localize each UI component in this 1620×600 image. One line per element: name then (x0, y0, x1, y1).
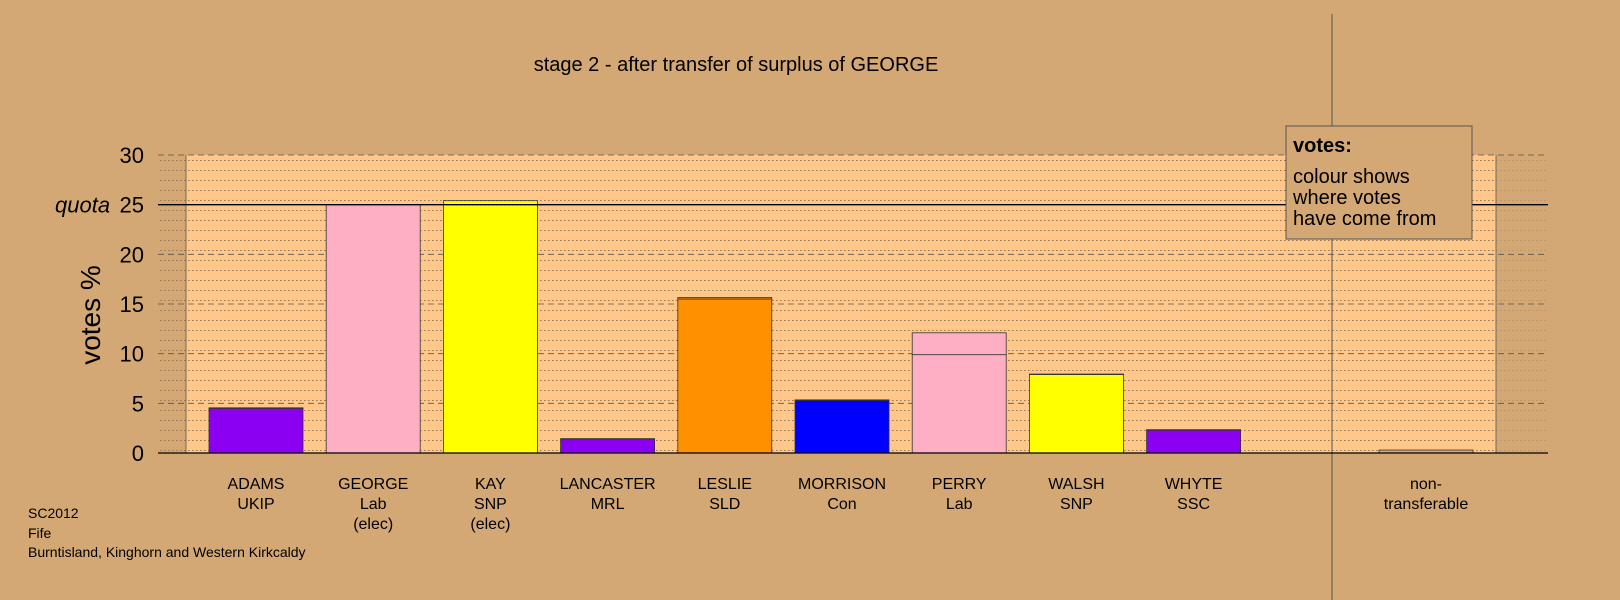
y-tick-label: 15 (120, 292, 144, 317)
y-tick-label: 25 (120, 193, 144, 218)
bar-segment (911, 332, 1007, 356)
chart-title: stage 2 - after transfer of surplus of G… (534, 54, 939, 76)
bar-segment (677, 298, 773, 454)
legend-title: votes: (1293, 135, 1352, 157)
legend-line-1: colour shows (1293, 166, 1410, 188)
x-tick-labels: ADAMS UKIP GEORGE Lab (elec) KAY SNP (elec) LANC… (228, 476, 1469, 533)
y-tick-labels: 0 5 10 15 20 25 30 (120, 143, 144, 466)
y-axis-label: votes % (75, 265, 106, 365)
bars (208, 200, 1474, 454)
x-tick-label: GEORGE Lab (elec) (338, 476, 408, 533)
x-tick-label: WHYTE SSC (1165, 476, 1223, 513)
x-tick-label: WALSH SNP (1048, 476, 1104, 513)
y-tick-label: 20 (120, 242, 144, 267)
bar-segment (442, 200, 538, 454)
y-tick-label: 30 (120, 143, 144, 168)
legend: votes: colour shows where votes have com… (1285, 125, 1473, 240)
bar-segment (1146, 429, 1241, 454)
bar-segment (560, 438, 655, 454)
footer-ward: Burntisland, Kinghorn and Western Kirkca… (28, 544, 306, 560)
x-tick-label: non-transferable (1384, 476, 1469, 513)
x-tick-label: PERRY Lab (932, 476, 987, 513)
footer-council: Fife (28, 525, 52, 541)
bar-segment (794, 399, 890, 454)
bar-segment (1029, 374, 1124, 454)
x-tick-label: ADAMS UKIP (228, 476, 285, 513)
y-tick-label: 10 (120, 342, 144, 367)
bar-segment (325, 204, 421, 454)
x-tick-label: KAY SNP (elec) (470, 476, 510, 533)
x-tick-label: MORRISON Con (798, 476, 886, 513)
footer: SC2012 Fife Burntisland, Kinghorn and We… (28, 505, 306, 560)
legend-line-2: where votes (1292, 187, 1401, 209)
x-tick-label: LANCASTER MRL (560, 476, 656, 513)
x-tick-label: LESLIE SLD (698, 476, 752, 513)
legend-box (1285, 125, 1473, 240)
footer-election: SC2012 (28, 505, 79, 521)
y-tick-label: 0 (132, 441, 144, 466)
bar-segment (911, 354, 1007, 454)
legend-line-3: have come from (1293, 208, 1436, 230)
bar-segment (208, 407, 304, 454)
quota-label: quota (55, 193, 110, 218)
bar-transfer-segment (677, 297, 773, 300)
y-tick-label: 5 (132, 391, 144, 416)
